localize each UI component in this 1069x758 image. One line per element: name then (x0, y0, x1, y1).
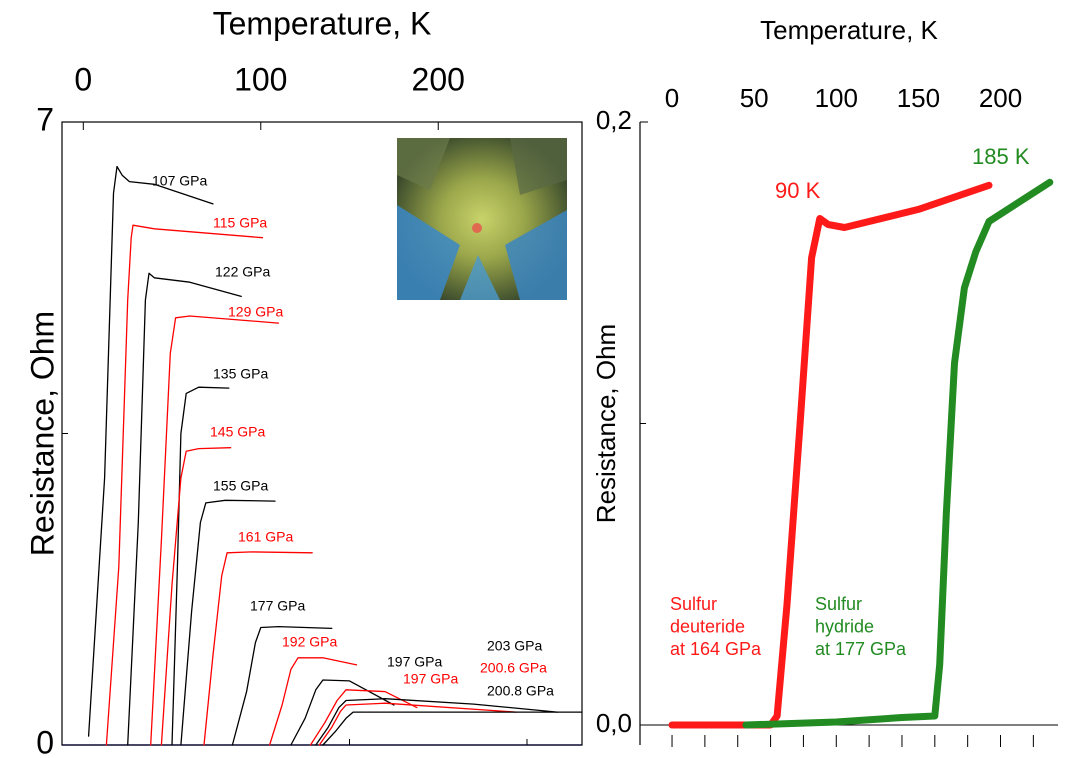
annotation-line: Sulfur (670, 594, 717, 614)
x-tick-label: 0 (74, 61, 92, 97)
data-line (309, 689, 418, 746)
series-label: 122 GPa (215, 264, 270, 280)
data-line (203, 551, 313, 746)
series-label: 177 GPa (250, 598, 305, 614)
series-label: 200.8 GPa (487, 683, 554, 699)
x-tick-label: 150 (897, 83, 940, 113)
y-tick-label: 0 (36, 724, 54, 758)
data-line (105, 224, 264, 746)
y-tick-label: 0,0 (596, 708, 632, 738)
series-label: 115 GPa (213, 215, 267, 231)
series-label: 145 GPa (210, 424, 265, 440)
data-line (318, 702, 517, 746)
data-line (668, 181, 993, 729)
x-tick-label: 50 (740, 83, 769, 113)
data-line (742, 178, 1054, 729)
data-line (268, 657, 358, 746)
annotation: Sulfur hydride at 177 GPa (815, 594, 907, 659)
data-line (127, 272, 242, 746)
data-line (171, 386, 230, 746)
x-tick-label: 100 (234, 61, 287, 97)
x-tick-label: 0 (665, 83, 679, 113)
x-tick-label: 200 (979, 83, 1022, 113)
annotation-line: Sulfur (815, 594, 862, 614)
annotation: 90 K (775, 178, 821, 203)
data-line (322, 711, 583, 746)
series-label: 161 GPa (238, 529, 293, 545)
x-tick-label: 200 (412, 61, 465, 97)
series-label: 203 GPa (487, 638, 542, 654)
data-line (231, 625, 333, 746)
inset-photo (397, 138, 567, 300)
x-tick-label: 100 (815, 83, 858, 113)
y-axis-title: Resistance, Ohm (591, 324, 621, 523)
annotation-line: at 164 GPa (670, 639, 762, 659)
annotation: Sulfur deuteride at 164 GPa (670, 594, 762, 659)
annotation-line: hydride (815, 616, 874, 636)
x-axis-title: Temperature, K (760, 15, 938, 45)
annotation-line: 90 K (775, 178, 821, 203)
data-line (87, 165, 214, 737)
annotation-line: at 177 GPa (815, 639, 907, 659)
x-axis-title: Temperature, K (213, 5, 432, 41)
annotation-line: deuteride (670, 616, 745, 636)
data-line (160, 447, 232, 746)
series-label: 197 GPa (403, 671, 458, 687)
series-label: 192 GPa (282, 634, 337, 650)
data-line (290, 679, 395, 746)
data-line (150, 315, 280, 746)
annotation: 185 K (972, 144, 1030, 169)
series-label: 197 GPa (387, 654, 442, 670)
data-line (180, 499, 276, 746)
data-line (315, 698, 558, 746)
y-tick-label: 7 (36, 101, 54, 137)
series-label: 129 GPa (228, 304, 283, 320)
series-label: 135 GPa (213, 366, 268, 382)
y-tick-label: 0,2 (596, 105, 632, 135)
series-label: 107 GPa (152, 173, 207, 189)
y-axis-title: Resistance, Ohm (24, 311, 60, 556)
annotation-line: 185 K (972, 144, 1030, 169)
series-label: 200.6 GPa (480, 660, 547, 676)
series-label: 155 GPa (213, 478, 268, 494)
